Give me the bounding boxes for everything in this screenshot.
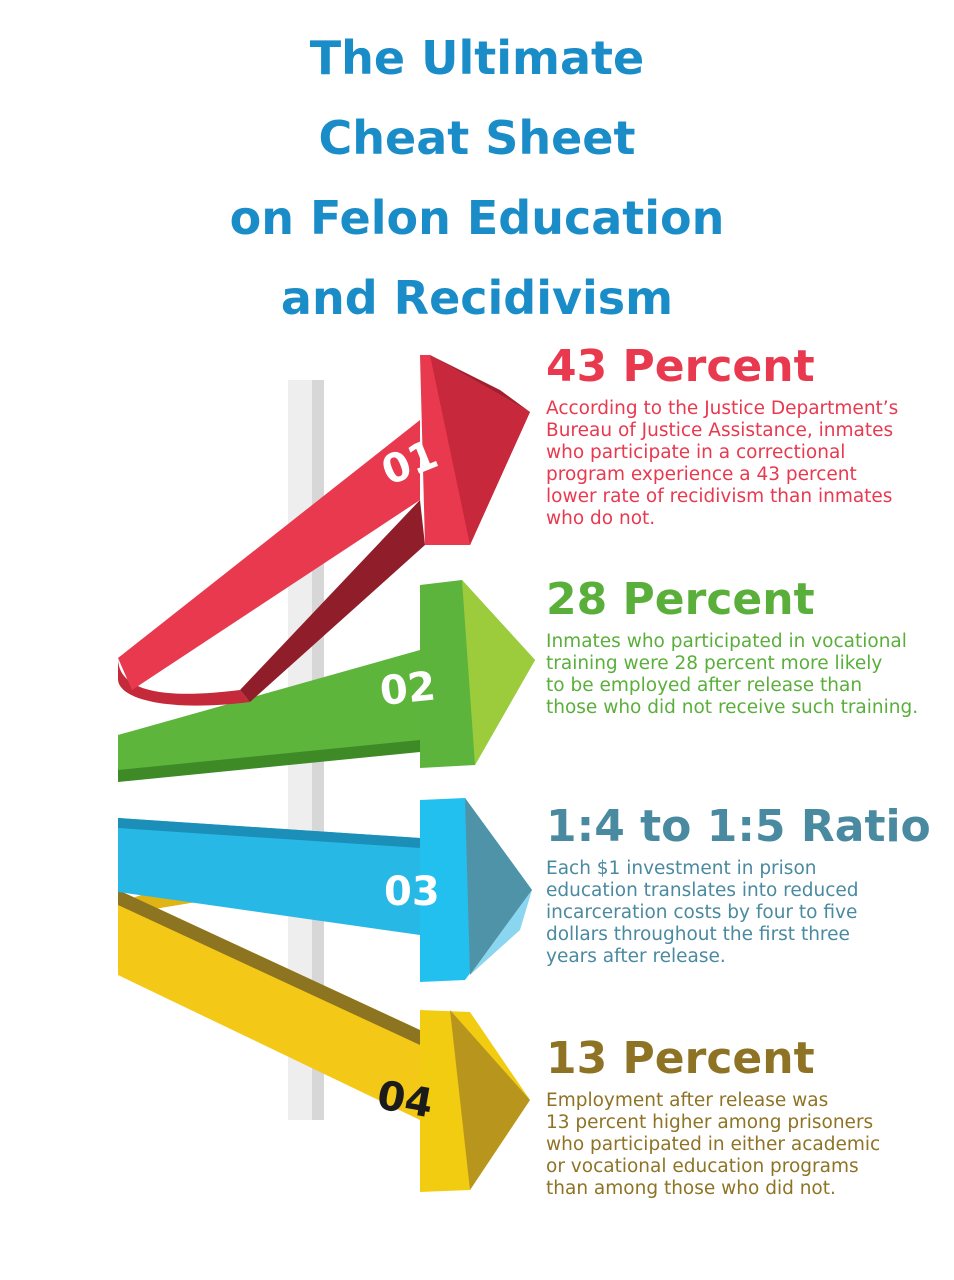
stat-block-03: 1:4 to 1:5 Ratio Each $1 investment in p… xyxy=(546,800,946,968)
description-line: Bureau of Justice Assistance, inmates xyxy=(546,420,894,441)
description-line: Inmates who participated in vocational xyxy=(546,631,907,652)
description-line: education translates into reduced xyxy=(546,880,859,901)
stat-heading: 43 Percent xyxy=(546,341,815,392)
description-line: or vocational education programs xyxy=(546,1156,859,1177)
description-line: who do not. xyxy=(546,508,656,529)
stat-description: Each $1 investment in prison education t… xyxy=(546,858,946,968)
description-line: program experience a 43 percent xyxy=(546,464,857,485)
description-line: who participated in either academic xyxy=(546,1134,881,1155)
description-line: those who did not receive such training. xyxy=(546,697,919,718)
title-line: The Ultimate xyxy=(309,31,645,85)
stat-heading: 28 Percent xyxy=(546,574,815,625)
stat-description: According to the Justice Department’s Bu… xyxy=(546,398,946,530)
arrow-02: 02 xyxy=(118,580,535,782)
arrow-number: 04 xyxy=(374,1072,437,1127)
stat-block-02: 28 Percent Inmates who participated in v… xyxy=(546,573,946,719)
description-line: lower rate of recidivism than inmates xyxy=(546,486,893,507)
title-line: on Felon Education xyxy=(229,191,725,245)
title-line: Cheat Sheet xyxy=(318,111,636,165)
stat-heading: 13 Percent xyxy=(546,1033,815,1084)
stat-heading: 1:4 to 1:5 Ratio xyxy=(546,801,931,852)
stat-description: Inmates who participated in vocational t… xyxy=(546,631,946,719)
description-line: 13 percent higher among prisoners xyxy=(546,1112,874,1133)
arrow-03: 03 xyxy=(118,798,532,982)
description-line: dollars throughout the first three xyxy=(546,924,850,945)
infographic-title: The Ultimate Cheat Sheet on Felon Educat… xyxy=(0,18,954,338)
description-line: Employment after release was xyxy=(546,1090,829,1111)
stat-description: Employment after release was 13 percent … xyxy=(546,1090,946,1200)
stat-block-04: 13 Percent Employment after release was … xyxy=(546,1032,946,1200)
title-line: and Recidivism xyxy=(280,271,674,325)
stat-block-01: 43 Percent According to the Justice Depa… xyxy=(546,340,946,530)
description-line: who participate in a correctional xyxy=(546,442,846,463)
arrow-number: 02 xyxy=(378,663,438,715)
description-line: years after release. xyxy=(546,946,726,967)
description-line: to be employed after release than xyxy=(546,675,863,696)
description-line: According to the Justice Department’s xyxy=(546,398,899,419)
arrow-number: 03 xyxy=(384,869,440,915)
description-line: Each $1 investment in prison xyxy=(546,858,817,879)
description-line: incarceration costs by four to five xyxy=(546,902,858,923)
description-line: than among those who did not. xyxy=(546,1178,836,1199)
description-line: training were 28 percent more likely xyxy=(546,653,883,674)
